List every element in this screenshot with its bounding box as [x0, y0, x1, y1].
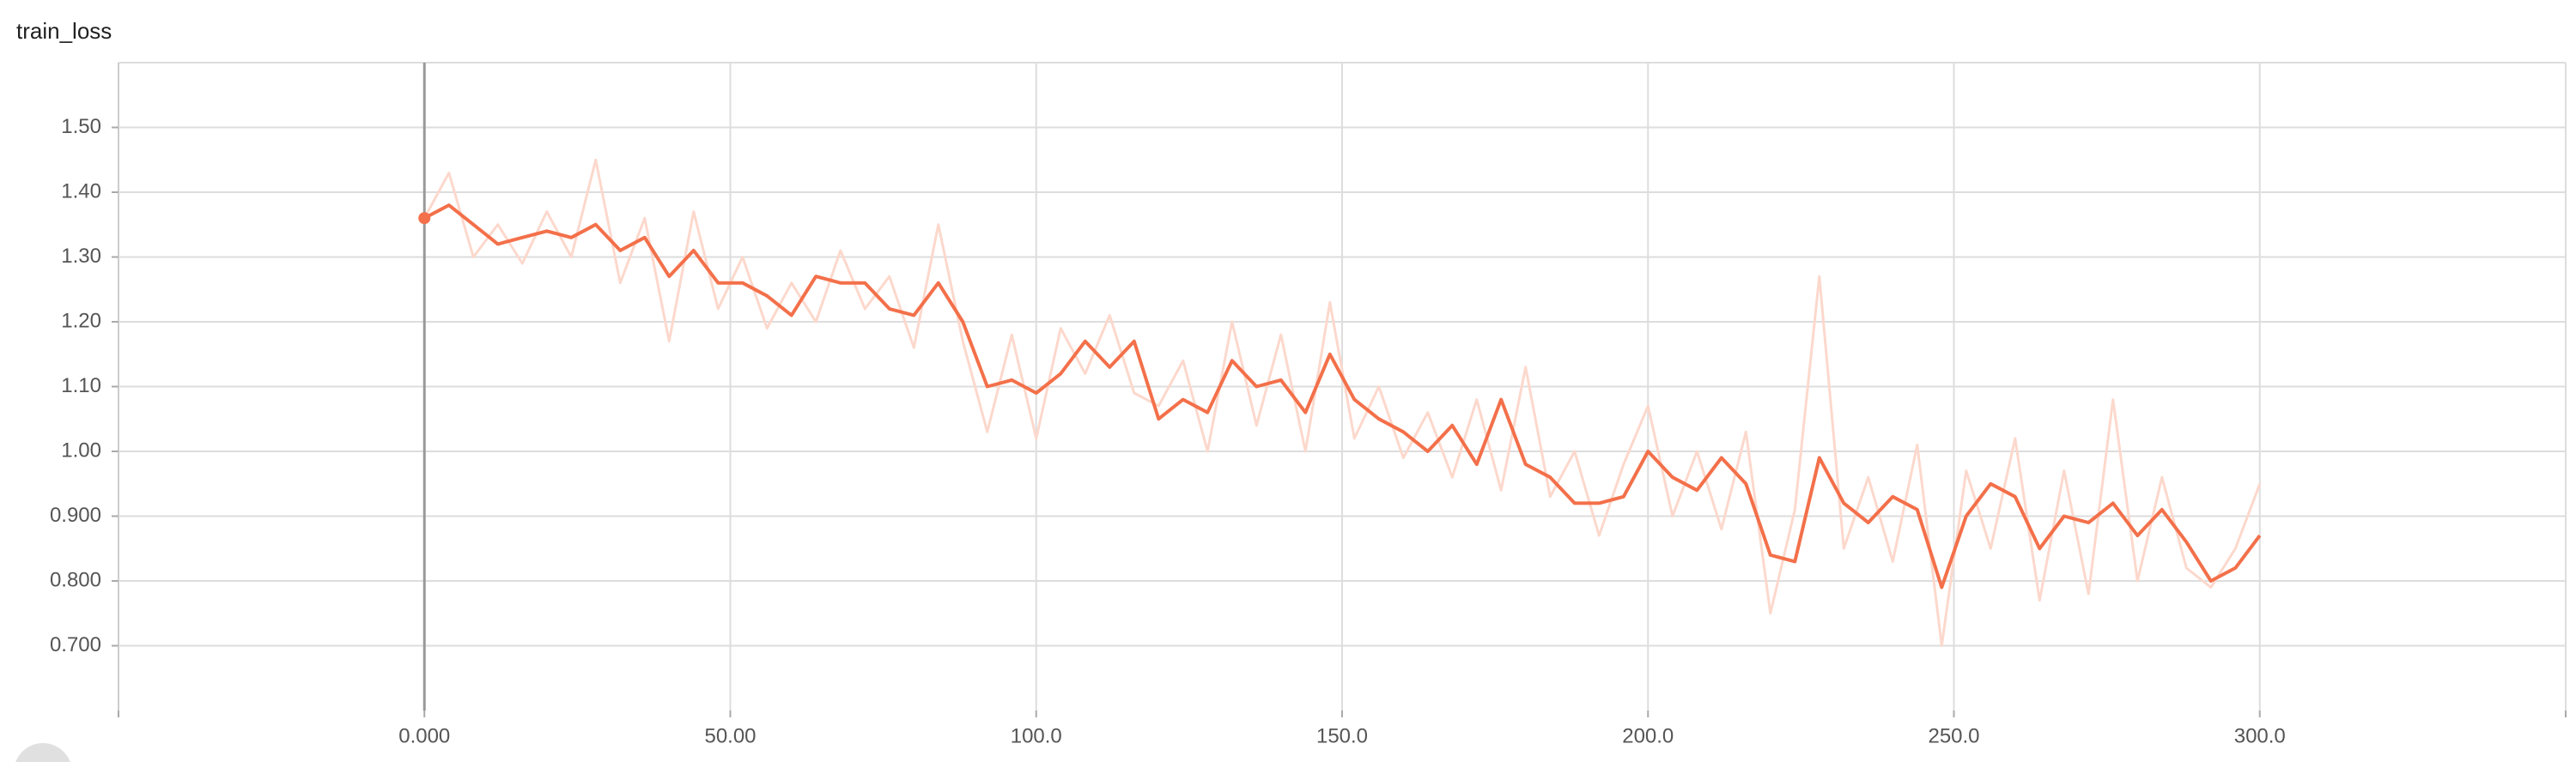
x-tick-label: 300.0	[2234, 724, 2286, 747]
y-tick-label: 1.40	[61, 179, 101, 203]
y-tick-label: 1.50	[61, 115, 101, 138]
y-tick-label: 0.900	[50, 504, 101, 527]
x-tick-label: 200.0	[1622, 724, 1674, 747]
y-tick-label: 1.30	[61, 245, 101, 268]
chart-title: train_loss	[16, 18, 112, 44]
smoothed-line	[423, 203, 2262, 590]
expand-button[interactable]	[14, 743, 72, 762]
y-tick-label: 1.10	[61, 374, 101, 397]
x-tick-label: 50.00	[704, 724, 756, 747]
y-tick-label: 1.20	[61, 309, 101, 332]
x-tick-label: 150.0	[1316, 724, 1368, 747]
x-tick-label: 0.000	[398, 724, 450, 747]
hover-point	[418, 212, 431, 225]
y-tick-label: 0.700	[50, 633, 101, 656]
y-tick-label: 0.800	[50, 568, 101, 591]
y-tick-label: 1.00	[61, 438, 101, 462]
x-tick-label: 250.0	[1928, 724, 1979, 747]
x-tick-label: 100.0	[1011, 724, 1062, 747]
